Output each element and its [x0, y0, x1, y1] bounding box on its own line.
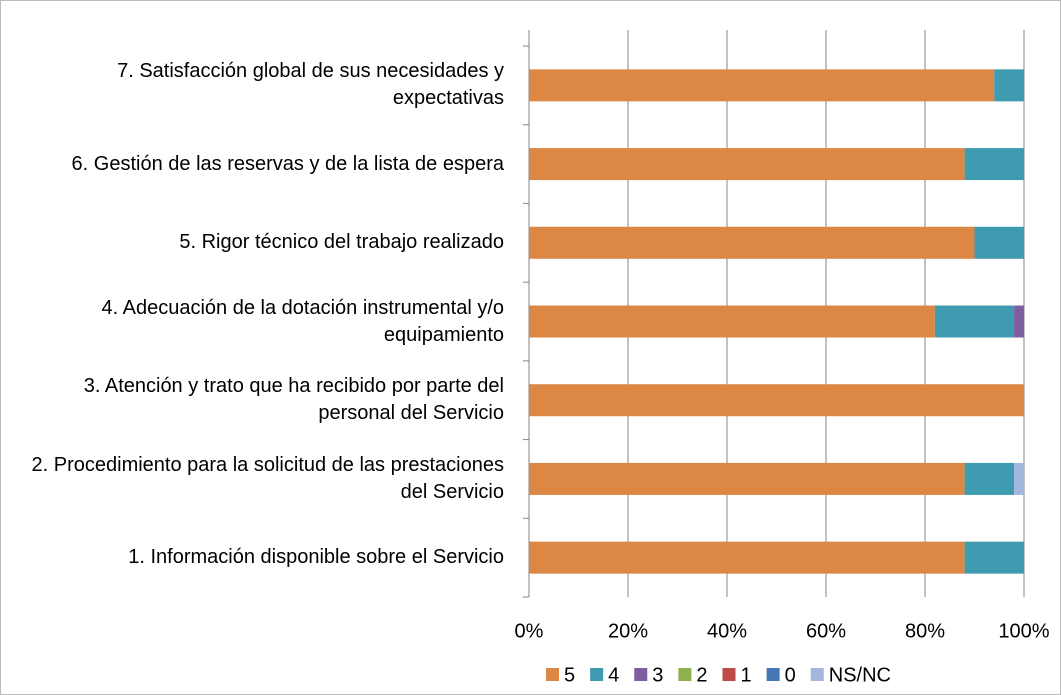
legend-label: 0 — [785, 664, 796, 686]
y-tick-label: 3. Atención y trato que ha recibido por … — [83, 375, 504, 425]
legend-label: 3 — [652, 664, 663, 686]
bar-segment — [964, 541, 1024, 574]
bar-segment — [934, 305, 1015, 338]
legend-label: 2 — [696, 664, 707, 686]
bar-segment — [994, 69, 1024, 102]
x-tick-label: 80% — [905, 620, 945, 642]
legend-label: 4 — [608, 664, 619, 686]
legend-swatch — [766, 668, 780, 681]
legend-swatch — [810, 668, 824, 681]
bar-segment — [529, 305, 935, 338]
legend-swatch — [678, 668, 692, 681]
legend-swatch — [634, 668, 648, 681]
y-tick-label: 2. Procedimiento para la solicitud de la… — [31, 453, 504, 503]
bar-segment — [529, 148, 965, 181]
bar-segment — [974, 226, 1024, 259]
legend-swatch — [546, 668, 559, 681]
bar-segment — [529, 462, 965, 495]
bar-segment — [529, 541, 965, 574]
y-tick-label-box: 2. Procedimiento para la solicitud de la… — [31, 453, 504, 503]
legend-swatch — [590, 668, 604, 681]
y-tick-label-box: 1. Información disponible sobre el Servi… — [128, 546, 504, 569]
bar-segment — [529, 384, 1024, 417]
x-tick-label: 20% — [608, 620, 648, 642]
y-tick-label: 7. Satisfacción global de sus necesidade… — [117, 60, 504, 110]
x-tick-label: 60% — [806, 620, 846, 642]
y-tick-label-box: 3. Atención y trato que ha recibido por … — [83, 375, 504, 425]
y-tick-label-box: 7. Satisfacción global de sus necesidade… — [117, 60, 504, 110]
bar-segment — [1014, 462, 1024, 495]
bar-segment — [964, 148, 1024, 181]
bar-segment — [964, 462, 1015, 495]
legend-label: 5 — [564, 664, 575, 686]
x-tick-label: 40% — [707, 620, 747, 642]
y-tick-label: 1. Información disponible sobre el Servi… — [128, 546, 504, 569]
bar-segment — [529, 226, 975, 259]
y-tick-label: 5. Rigor técnico del trabajo realizado — [179, 231, 504, 254]
y-tick-label-box: 6. Gestión de las reservas y de la lista… — [71, 152, 504, 175]
y-tick-label-box: 5. Rigor técnico del trabajo realizado — [179, 231, 504, 254]
y-tick-label: 6. Gestión de las reservas y de la lista… — [71, 152, 504, 175]
legend-swatch — [722, 668, 736, 681]
bar-segment — [529, 69, 995, 102]
x-tick-label: 0% — [515, 620, 544, 642]
bar-segment — [1014, 305, 1024, 338]
y-tick-label: 4. Adecuación de la dotación instrumenta… — [101, 296, 504, 346]
legend-label: 1 — [741, 664, 752, 686]
x-tick-label: 100% — [998, 620, 1049, 642]
legend-label: NS/NC — [829, 664, 891, 686]
y-tick-label-box: 4. Adecuación de la dotación instrumenta… — [101, 296, 504, 346]
